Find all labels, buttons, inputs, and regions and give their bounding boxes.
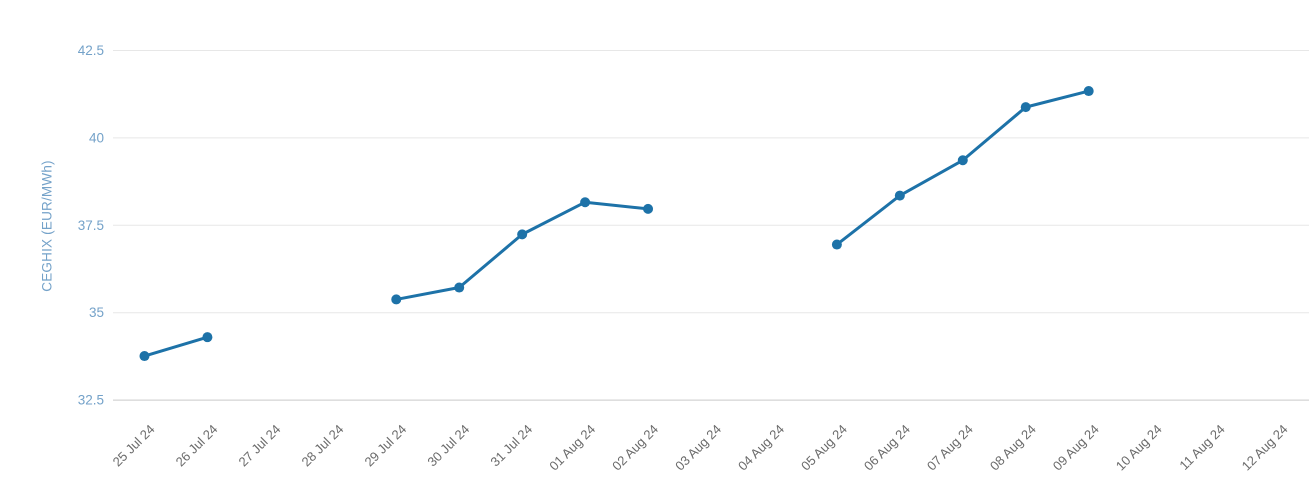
x-tick-label: 09 Aug 24	[1050, 422, 1102, 474]
x-tick-label: 25 Jul 24	[110, 422, 158, 470]
data-point[interactable]	[894, 190, 905, 201]
x-tick-label: 26 Jul 24	[173, 422, 221, 470]
x-tick-label: 01 Aug 24	[546, 422, 598, 474]
x-tick-label: 29 Jul 24	[361, 422, 409, 470]
y-tick-label: 37.5	[78, 218, 104, 233]
x-tick-label: 04 Aug 24	[735, 422, 787, 474]
y-tick-label: 32.5	[78, 393, 104, 408]
x-tick-label: 30 Jul 24	[424, 422, 472, 470]
data-point[interactable]	[202, 332, 213, 343]
data-point[interactable]	[391, 294, 402, 305]
data-point[interactable]	[643, 203, 654, 214]
x-tick-label: 02 Aug 24	[609, 422, 661, 474]
line-segment	[394, 200, 650, 301]
x-tick-label: 06 Aug 24	[861, 422, 913, 474]
data-point[interactable]	[831, 239, 842, 250]
data-point[interactable]	[139, 351, 150, 362]
line-segment	[142, 335, 209, 358]
data-point[interactable]	[517, 229, 528, 240]
data-point[interactable]	[957, 155, 968, 166]
x-tick-label: 31 Jul 24	[487, 422, 535, 470]
gridlines-group	[113, 50, 1309, 401]
x-tick-label: 07 Aug 24	[924, 422, 976, 474]
y-tick-labels-group: 32.5 35 37.5 40 42.5	[78, 43, 104, 408]
data-point[interactable]	[454, 282, 465, 293]
x-tick-label: 11 Aug 24	[1176, 422, 1227, 473]
x-tick-label: 27 Jul 24	[236, 422, 284, 470]
y-axis-title: CEGHIX (EUR/MWh)	[39, 160, 55, 292]
x-tick-label: 28 Jul 24	[299, 422, 347, 470]
data-point[interactable]	[1020, 102, 1031, 113]
x-tick-label: 10 Aug 24	[1113, 422, 1165, 474]
series-group	[139, 86, 1094, 362]
x-tick-label: 03 Aug 24	[672, 422, 724, 474]
y-tick-label: 40	[89, 130, 104, 145]
data-point[interactable]	[580, 197, 591, 208]
data-point[interactable]	[1083, 86, 1094, 97]
y-tick-label: 42.5	[78, 43, 104, 58]
x-tick-label: 05 Aug 24	[798, 422, 850, 474]
x-tick-labels-group: 25 Jul 24 26 Jul 24 27 Jul 24 28 Jul 24 29 J…	[110, 422, 1291, 474]
y-tick-label: 35	[89, 305, 104, 320]
x-tick-label: 08 Aug 24	[987, 422, 1039, 474]
x-tick-label: 12 Aug 24	[1239, 422, 1291, 474]
line-segment	[835, 89, 1091, 247]
